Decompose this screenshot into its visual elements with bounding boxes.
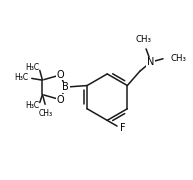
Text: N: N <box>147 57 154 67</box>
Text: H₃C: H₃C <box>25 63 39 72</box>
Text: O: O <box>57 95 64 105</box>
Text: H₃C: H₃C <box>14 73 28 82</box>
Text: CH₃: CH₃ <box>135 35 151 44</box>
Text: CH₃: CH₃ <box>170 54 186 63</box>
Text: O: O <box>57 70 64 80</box>
Text: CH₃: CH₃ <box>39 109 53 118</box>
Text: H₃C: H₃C <box>25 101 39 110</box>
Text: B: B <box>62 82 69 92</box>
Text: F: F <box>120 123 125 132</box>
